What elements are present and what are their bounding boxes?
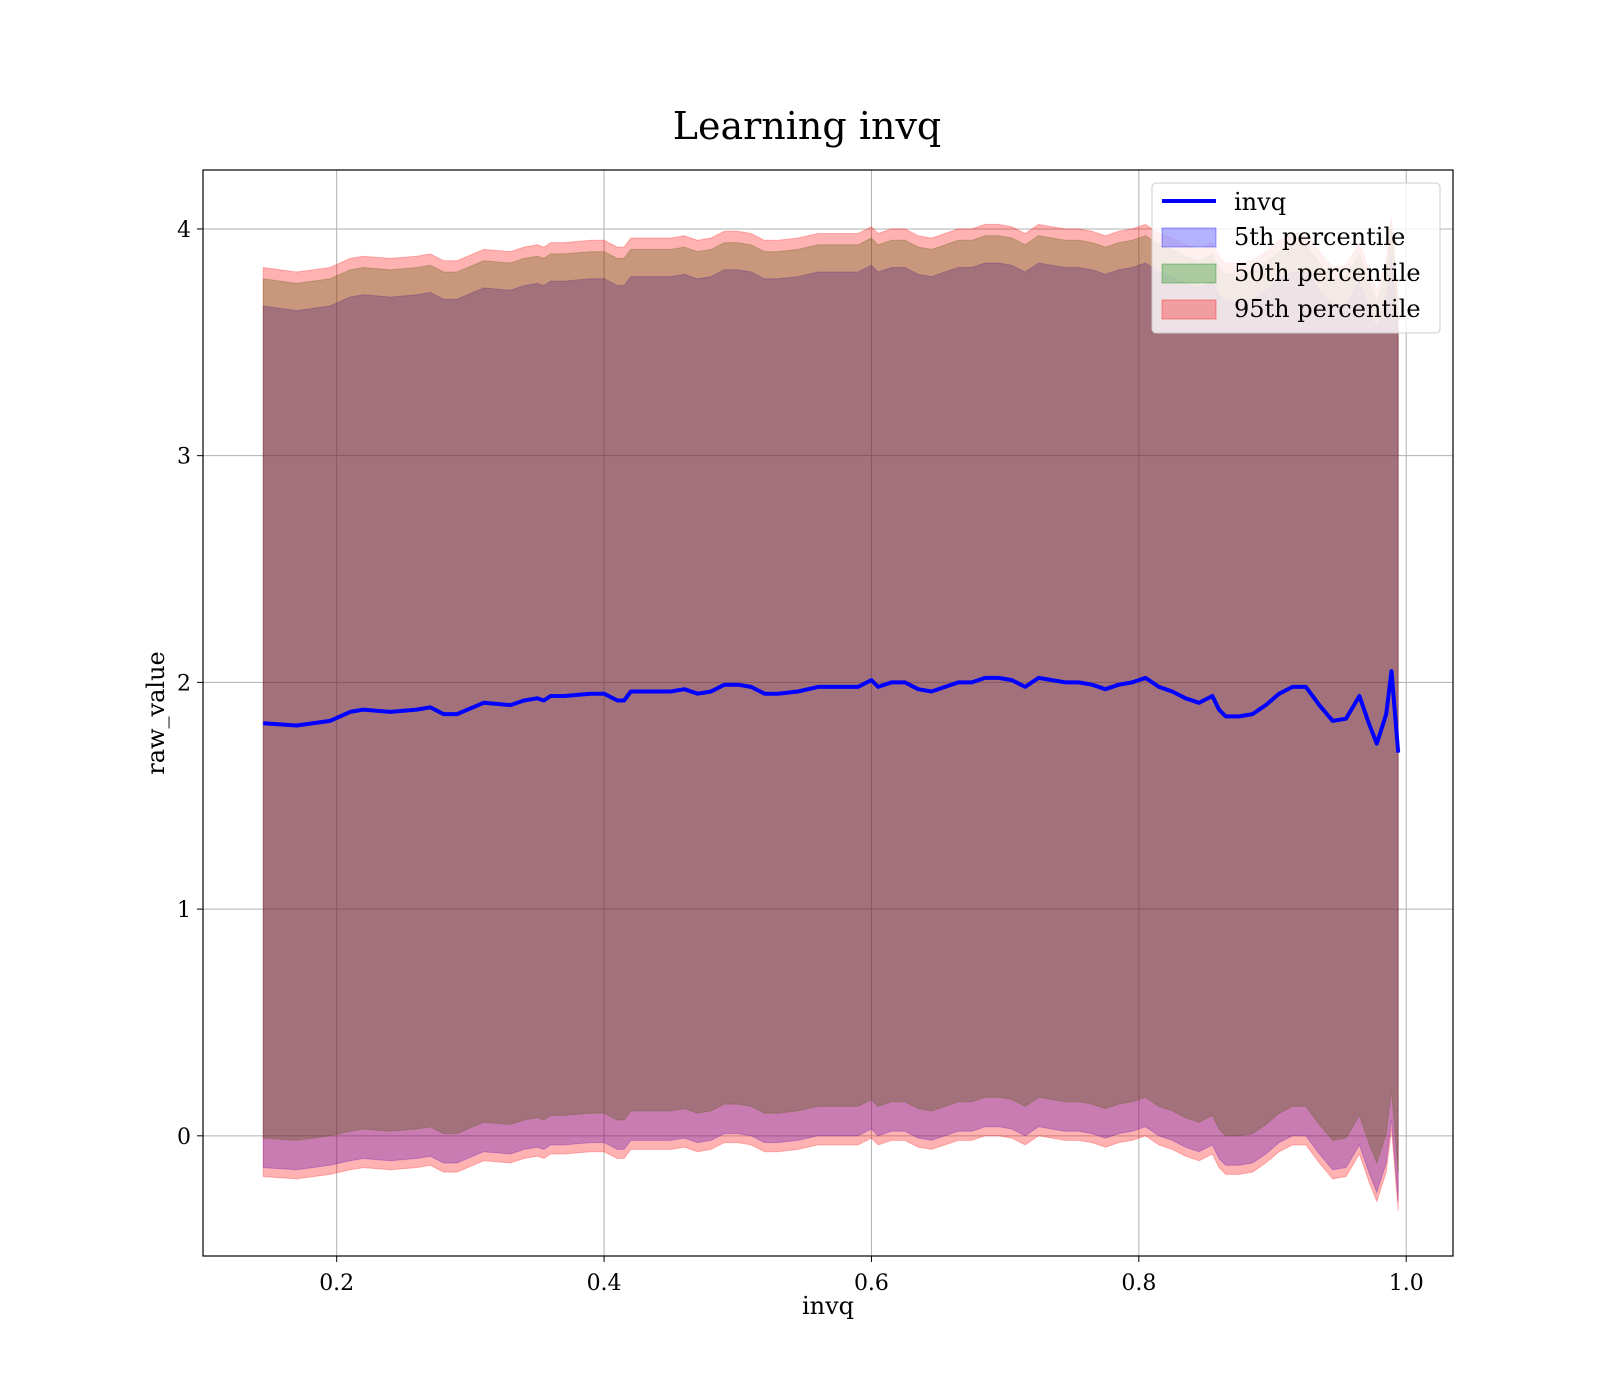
- legend-swatch-50th: [1161, 263, 1217, 284]
- y-tick-label: 2: [177, 671, 191, 696]
- percentile-bands: [262, 217, 1399, 1211]
- legend-swatch-5th: [1161, 227, 1217, 248]
- legend-label-50th: 50th percentile: [1234, 259, 1421, 287]
- chart-title: Learning invq: [673, 104, 941, 148]
- band-5th-percentile: [262, 256, 1399, 1202]
- y-tick-label: 3: [177, 445, 191, 470]
- x-tick-label: 0.6: [854, 1271, 889, 1296]
- y-tick-label: 4: [177, 218, 191, 243]
- plot-frame: [202, 169, 1454, 1257]
- y-tick-label: 1: [177, 898, 191, 923]
- band-95th-percentile: [262, 217, 1399, 1211]
- legend-label-invq: invq: [1234, 188, 1286, 216]
- legend-swatch-95th: [1161, 299, 1217, 320]
- x-tick-label: 1.0: [1389, 1271, 1424, 1296]
- x-axis-label: invq: [802, 1292, 854, 1320]
- y-axis-ticks: 0 1 2 3 4: [177, 218, 203, 1150]
- x-tick-label: 0.8: [1121, 1271, 1156, 1296]
- y-axis-label: raw_value: [142, 651, 170, 775]
- x-axis-ticks: 0.2 0.4 0.6 0.8 1.0: [319, 1256, 1424, 1296]
- legend-box: [1151, 182, 1441, 334]
- legend-label-95th: 95th percentile: [1234, 295, 1421, 323]
- y-tick-label: 0: [177, 1125, 191, 1150]
- legend-label-5th: 5th percentile: [1234, 223, 1405, 251]
- x-tick-label: 0.4: [587, 1271, 622, 1296]
- series-line-layer: [263, 669, 1401, 753]
- x-tick-label: 0.2: [319, 1271, 354, 1296]
- series-line-invq: [263, 669, 1401, 753]
- band-50th-percentile: [262, 228, 1399, 1173]
- legend: invq 5th percentile 50th percentile 95th…: [1151, 182, 1441, 334]
